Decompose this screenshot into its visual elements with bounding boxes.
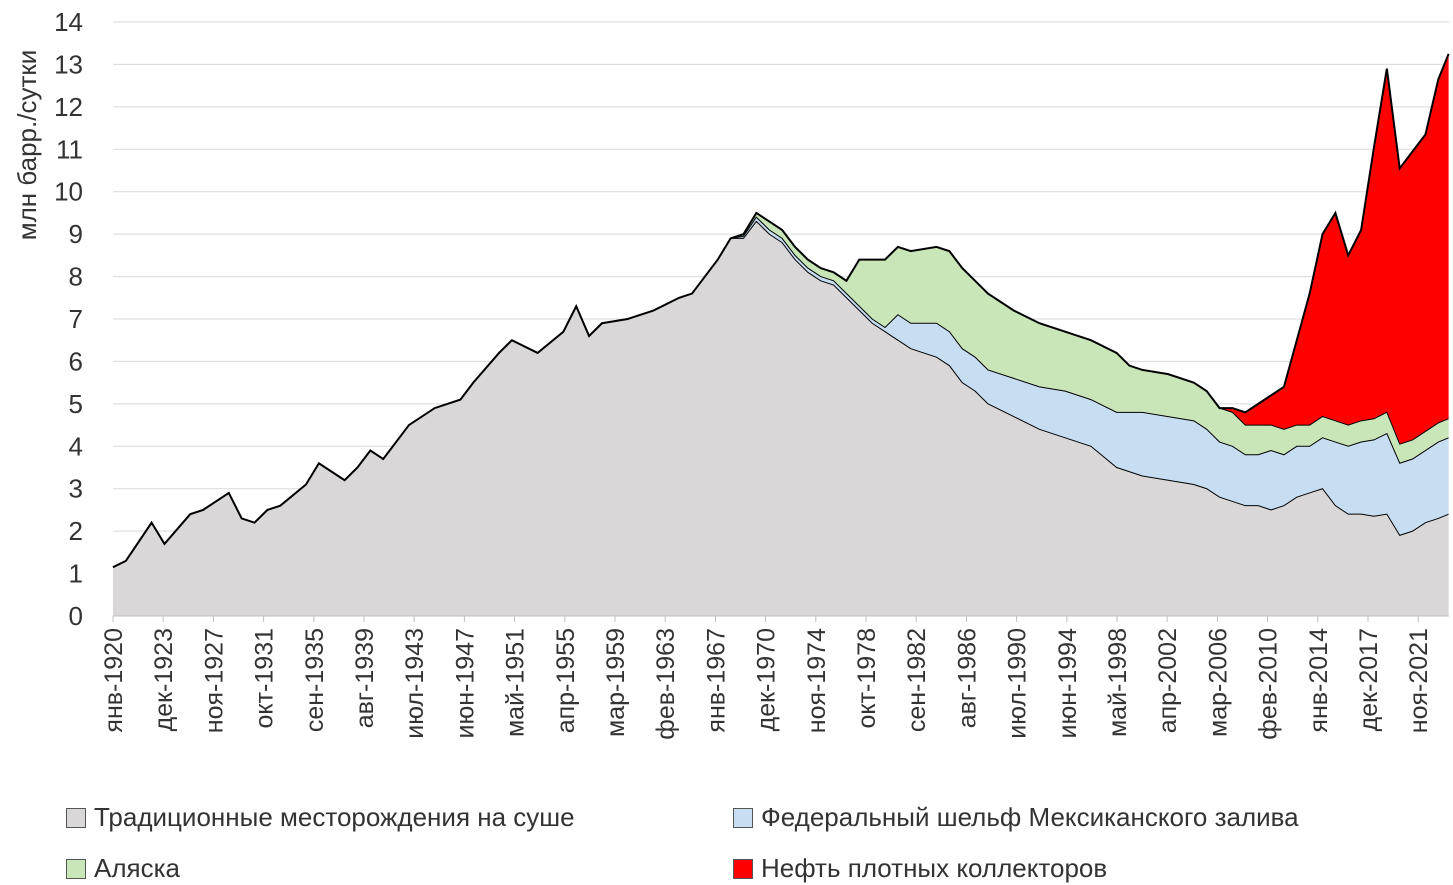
x-tick-label: авг-1986	[953, 628, 981, 728]
y-tick-label: 11	[56, 134, 83, 164]
x-tick-label: окт-1931	[251, 628, 279, 729]
x-tick-label: июл-1990	[1004, 628, 1032, 739]
x-tick-label: апр-1955	[552, 628, 580, 733]
x-tick-label: июн-1947	[451, 628, 479, 738]
legend: Традиционные месторождения на суше Федер…	[0, 790, 1453, 885]
x-tick-label: фев-1963	[652, 628, 680, 740]
area-series-2	[113, 212, 1449, 568]
x-tick-label: окт-1978	[853, 628, 881, 729]
legend-swatch-gulf-shelf	[733, 807, 753, 828]
legend-label-alaska: Аляска	[94, 853, 180, 883]
legend-swatch-alaska	[66, 858, 86, 879]
legend-swatch-tight-oil	[733, 858, 753, 879]
x-tick-label: мар-2006	[1204, 628, 1232, 737]
x-tick-label: май-1998	[1104, 628, 1132, 737]
y-tick-label: 13	[54, 49, 83, 79]
total-line	[112, 53, 1450, 569]
x-tick-label: сен-1982	[903, 628, 931, 732]
legend-swatch-onshore	[66, 807, 86, 828]
area-series-0	[113, 221, 1449, 616]
y-tick-label: 4	[69, 431, 83, 461]
legend-item-tight-oil: Нефть плотных коллекторов	[733, 853, 1107, 884]
x-tick-label: июн-1994	[1054, 628, 1082, 739]
y-tick-label: 2	[69, 516, 83, 546]
x-tick-label: ноя-1927	[200, 628, 228, 733]
y-tick-label: 8	[69, 262, 83, 292]
area-series	[112, 53, 1450, 616]
y-tick-label: 3	[69, 474, 83, 504]
y-tick-label: 14	[54, 7, 83, 37]
x-tick-label: дек-2017	[1355, 628, 1383, 731]
y-tick-label: 9	[69, 219, 83, 249]
x-tick-label: сен-1935	[301, 628, 329, 732]
x-tick-label: апр-2002	[1154, 628, 1182, 733]
legend-label-onshore: Традиционные месторождения на суше	[94, 802, 575, 832]
x-tick-label: дек-1923	[150, 628, 178, 731]
y-axis-label: млн барр./сутки	[12, 50, 42, 241]
x-tick-label: ноя-1974	[803, 628, 831, 733]
legend-label-tight-oil: Нефть плотных коллекторов	[761, 853, 1108, 883]
x-tick-label: янв-1920	[100, 628, 128, 733]
y-tick-label: 5	[69, 389, 83, 419]
x-tick-label: июл-1943	[401, 628, 429, 739]
y-tick-label: 10	[54, 177, 83, 207]
x-tick-label: янв-1967	[702, 628, 730, 733]
legend-item-gulf-shelf: Федеральный шельф Мексиканского залива	[733, 802, 1299, 833]
y-tick-label: 6	[69, 346, 83, 376]
y-tick-label: 1	[69, 559, 83, 589]
legend-label-gulf-shelf: Федеральный шельф Мексиканского залива	[761, 802, 1299, 832]
y-tick-label: 0	[69, 601, 83, 631]
x-tick-label: ноя-2021	[1405, 628, 1433, 733]
y-tick-label: 7	[69, 304, 83, 334]
y-tick-label: 12	[54, 92, 83, 122]
x-tick-label: янв-2014	[1305, 628, 1333, 733]
x-tick-label: май-1951	[502, 628, 530, 737]
legend-item-onshore: Традиционные месторождения на суше	[66, 802, 575, 833]
x-tick-label: дек-1970	[753, 628, 781, 731]
x-tick-label: мар-1959	[602, 628, 630, 737]
x-tick-label: фев-2010	[1255, 628, 1283, 740]
x-tick-label: авг-1939	[351, 628, 379, 728]
legend-item-alaska: Аляска	[66, 853, 180, 884]
